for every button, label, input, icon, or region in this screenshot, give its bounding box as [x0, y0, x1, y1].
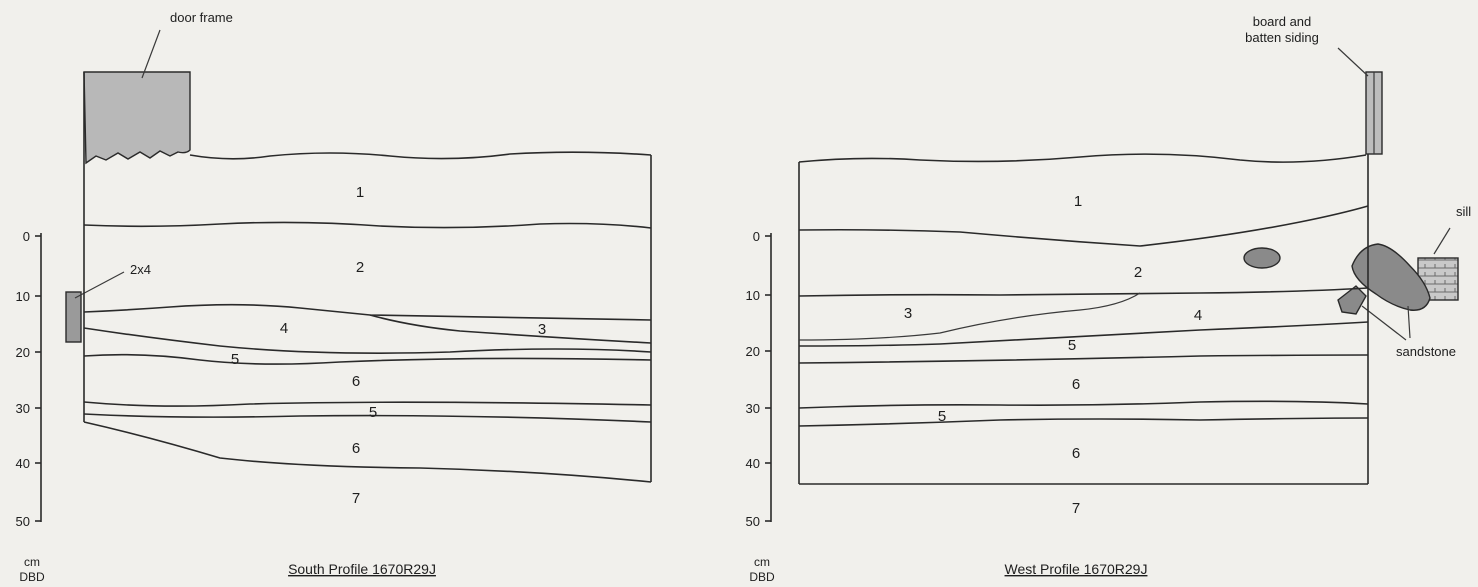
layer-label: 6 [1072, 376, 1080, 393]
two-by-four-shape [65, 291, 82, 343]
scale-label: 0 [753, 229, 760, 244]
stratum-boundary [83, 353, 652, 365]
stratum-boundary [83, 221, 652, 229]
stratum-boundary [798, 400, 1369, 409]
sandstone-leader [1407, 305, 1411, 339]
layer-label: 2 [1134, 264, 1142, 281]
siding-label-line1: board and [1253, 14, 1312, 29]
layer-label: 5 [231, 351, 239, 368]
sandstone-rock-loose [1243, 247, 1281, 269]
scale-label: 40 [16, 456, 30, 471]
scale-label: 10 [746, 288, 760, 303]
siding-leader [1337, 47, 1369, 77]
layer-label: 4 [1194, 307, 1202, 324]
layer-label: 7 [1072, 500, 1080, 517]
layer-label: 2 [356, 259, 364, 276]
south-depth-scale: 0 10 20 30 40 50 cm DBD [16, 229, 45, 584]
layer-label: 4 [280, 320, 288, 337]
scale-unit-cm: cm [754, 555, 770, 569]
scale-label: 30 [746, 401, 760, 416]
stratum-boundary [798, 287, 1369, 297]
scale-label: 50 [16, 514, 30, 529]
stratum-boundary [83, 421, 652, 483]
stratum-boundary [798, 292, 1141, 341]
stratum-boundary [798, 321, 1369, 347]
layer-label: 6 [352, 373, 360, 390]
layer-label: 5 [938, 408, 946, 425]
scale-unit-dbd: DBD [749, 570, 775, 584]
sandstone-label: sandstone [1396, 344, 1456, 359]
west-profile-title: West Profile 1670R29J [1005, 561, 1148, 577]
layer-label: 5 [1068, 337, 1076, 354]
scale-label: 0 [23, 229, 30, 244]
sill-label: sill [1456, 204, 1471, 219]
layer-label: 3 [538, 321, 546, 338]
scale-unit-cm: cm [24, 555, 40, 569]
two-by-four-label: 2x4 [130, 262, 151, 277]
scale-label: 10 [16, 289, 30, 304]
stratum-boundary [798, 417, 1369, 427]
layer-label: 1 [1074, 193, 1082, 210]
stratum-boundary [83, 327, 652, 354]
scale-label: 20 [16, 345, 30, 360]
south-profile-title: South Profile 1670R29J [288, 561, 436, 577]
scale-label: 40 [746, 456, 760, 471]
layer-label: 6 [1072, 445, 1080, 462]
west-profile: 0 10 20 30 40 50 cm DBD board and batten… [746, 14, 1472, 584]
sandstone-rock-small [1337, 285, 1367, 315]
west-surface-line [798, 153, 1367, 163]
stratum-boundary [369, 314, 652, 344]
layer-label: 5 [369, 404, 377, 421]
scale-label: 20 [746, 344, 760, 359]
stratum-boundary [83, 413, 652, 423]
south-surface-line [189, 151, 652, 160]
scale-unit-dbd: DBD [19, 570, 45, 584]
layer-label: 1 [356, 184, 364, 201]
layer-label: 6 [352, 440, 360, 457]
door-frame-label: door frame [170, 10, 233, 25]
sill-leader [1433, 227, 1451, 255]
layer-label: 3 [904, 305, 912, 322]
west-depth-scale: 0 10 20 30 40 50 cm DBD [746, 229, 775, 584]
stratum-boundary [83, 303, 652, 321]
scale-label: 30 [16, 401, 30, 416]
stratum-boundary [798, 354, 1369, 364]
two-by-four-leader [74, 271, 125, 299]
stratum-boundary [798, 205, 1369, 247]
scale-label: 50 [746, 514, 760, 529]
door-frame-leader [141, 29, 161, 79]
stratum-boundary [83, 401, 652, 407]
door-frame-shape [83, 71, 191, 165]
sandstone-rock-large [1351, 243, 1431, 311]
sandstone-leader [1361, 305, 1407, 341]
layer-label: 7 [352, 490, 360, 507]
south-profile: 0 10 20 30 40 50 cm DBD door frame 2x4 [16, 10, 652, 584]
siding-label-line2: batten siding [1245, 30, 1319, 45]
